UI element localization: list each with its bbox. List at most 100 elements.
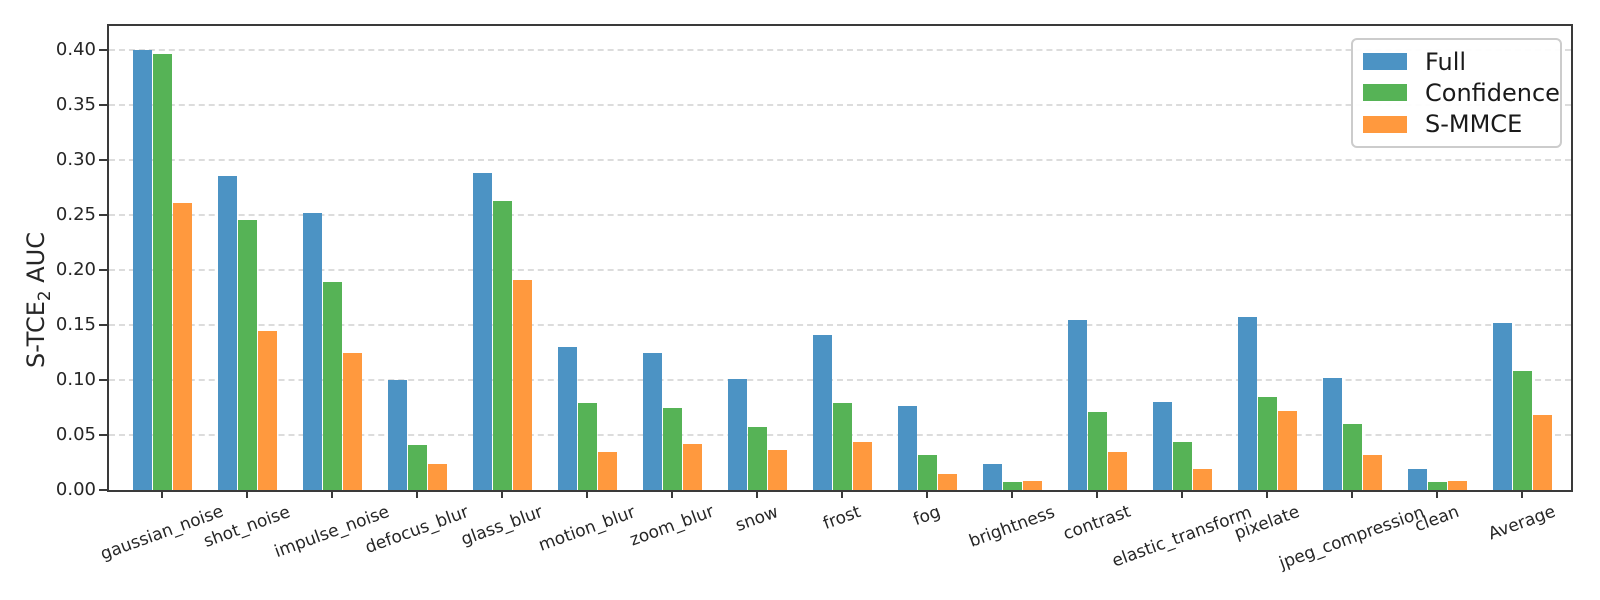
y-tick-mark-0.05 [99,434,107,437]
y-tick-label: 0.15 [55,314,96,336]
x-tick-label-fog: fog [910,501,944,531]
y-axis-label: S-TCE2 AUC [22,232,54,368]
x-tick-mark-contrast [1096,492,1098,498]
legend-label-s-mmce: S-MMCE [1425,110,1523,139]
bar-shot_noise-s-mmce [257,330,277,490]
y-tick-mark-0.30 [99,159,107,162]
x-tick-mark-glass_blur [501,492,503,498]
legend-swatch-full [1363,53,1407,71]
x-tick-mark-snow [756,492,758,498]
bar-frost-full [812,334,832,490]
y-tick-mark-0.00 [99,489,107,491]
y-tick-mark-0.40 [99,49,107,52]
bar-defocus_blur-s-mmce [427,463,447,490]
bar-impulse_noise-s-mmce [342,352,362,490]
x-tick-label-elastic_transform: elastic_transform [1109,501,1255,572]
legend-label-confidence: Confidence [1425,78,1560,107]
x-tick-mark-pixelate [1266,492,1268,498]
bar-Average-confidence [1512,371,1532,490]
y-tick-label: 0.30 [55,149,96,171]
y-tick-label: 0.00 [55,479,96,500]
bar-pixelate-full [1237,317,1257,490]
x-tick-mark-Average [1521,492,1523,498]
bar-pixelate-s-mmce [1277,410,1297,490]
x-tick-mark-brightness [1011,492,1013,498]
x-tick-mark-gaussian_noise [161,492,163,498]
legend-swatch-s-mmce [1363,115,1407,133]
bar-fog-confidence [917,454,937,490]
bar-pixelate-confidence [1257,396,1277,490]
bar-snow-full [727,378,747,490]
bar-glass_blur-confidence [492,200,512,490]
bar-impulse_noise-full [302,212,322,490]
bar-fog-s-mmce [937,473,957,490]
y-tick-label: 0.10 [55,369,96,391]
x-tick-mark-impulse_noise [331,492,333,498]
legend-entry-s-mmce: S-MMCE [1353,110,1560,138]
x-tick-mark-motion_blur [586,492,588,498]
y-tick-mark-0.10 [99,379,107,382]
bar-motion_blur-s-mmce [597,451,617,490]
legend-label-full: Full [1425,47,1467,76]
x-tick-mark-frost [841,492,843,498]
x-tick-label-motion_blur: motion_blur [535,501,639,556]
bar-contrast-confidence [1087,411,1107,490]
bar-fog-full [897,406,917,490]
y-tick-label: 0.05 [55,424,96,446]
x-tick-mark-jpeg_compression [1351,492,1353,498]
legend-entry-full: Full [1353,48,1560,76]
y-tick-mark-0.25 [99,214,107,217]
x-tick-label-brightness: brightness [966,502,1058,552]
y-tick-mark-0.20 [99,269,107,272]
bar-jpeg_compression-full [1322,377,1342,490]
bar-zoom_blur-confidence [662,407,682,490]
gridline-0.30 [109,159,1571,162]
gridline-0.15 [109,324,1571,327]
x-tick-label-frost: frost [820,502,864,535]
x-tick-mark-fog [926,492,928,498]
bar-elastic_transform-confidence [1172,441,1192,490]
bar-elastic_transform-full [1152,402,1172,490]
bar-gaussian_noise-s-mmce [172,203,192,490]
y-tick-mark-0.15 [99,324,107,327]
y-tick-mark-0.35 [99,104,107,107]
y-axis-label-subscript: 2 [33,290,54,302]
gridline-0.20 [109,269,1571,272]
bar-jpeg_compression-confidence [1342,424,1362,490]
bar-brightness-full [982,463,1002,490]
legend-entry-confidence: Confidence [1353,79,1560,107]
bar-motion_blur-full [557,347,577,490]
bar-zoom_blur-s-mmce [682,443,702,490]
bar-clean-s-mmce [1447,481,1467,490]
bar-Average-full [1492,322,1512,490]
bar-frost-s-mmce [852,441,872,490]
x-tick-mark-elastic_transform [1181,492,1183,498]
bar-gaussian_noise-confidence [152,53,172,490]
plot-area [107,24,1573,492]
bar-Average-s-mmce [1532,415,1552,490]
legend-swatch-confidence [1363,84,1407,102]
bar-contrast-s-mmce [1107,451,1127,490]
x-tick-mark-zoom_blur [671,492,673,498]
bar-glass_blur-s-mmce [512,280,532,490]
bar-shot_noise-full [217,175,237,490]
bar-snow-confidence [747,427,767,490]
bar-snow-s-mmce [767,450,787,490]
x-tick-label-contrast: contrast [1060,501,1134,545]
bar-clean-confidence [1427,482,1447,490]
bar-elastic_transform-s-mmce [1192,469,1212,490]
x-tick-label-glass_blur: glass_blur [458,501,546,550]
x-tick-label-zoom_blur: zoom_blur [627,501,717,551]
bar-defocus_blur-full [387,380,407,490]
bar-brightness-confidence [1002,482,1022,490]
bar-contrast-full [1067,319,1087,490]
bar-brightness-s-mmce [1022,481,1042,490]
bar-glass_blur-full [472,173,492,490]
y-tick-label: 0.40 [55,39,96,61]
y-tick-label: 0.25 [55,204,96,226]
gridline-0.10 [109,379,1571,382]
bar-shot_noise-confidence [237,219,257,490]
bar-defocus_blur-confidence [407,444,427,490]
bar-zoom_blur-full [642,352,662,490]
